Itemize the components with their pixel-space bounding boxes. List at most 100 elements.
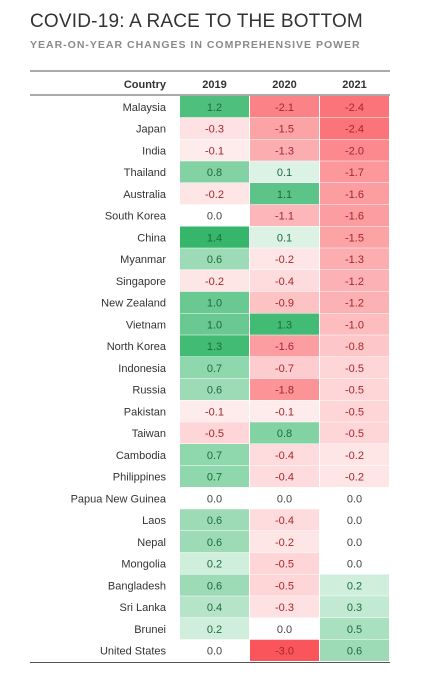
country-label: Papua New Guinea bbox=[71, 493, 167, 505]
chart-title: COVID-19: A RACE TO THE BOTTOM bbox=[30, 11, 363, 32]
heatmap-cell bbox=[180, 226, 249, 248]
cell-value-label: -0.5 bbox=[345, 363, 364, 375]
heatmap-cell bbox=[320, 574, 389, 596]
cell-value-label: -2.1 bbox=[275, 102, 294, 114]
heatmap-cell bbox=[320, 204, 389, 226]
cell-value-label: 0.7 bbox=[207, 363, 222, 375]
cell-value-label: -1.6 bbox=[345, 211, 364, 223]
country-label: Vietnam bbox=[126, 319, 166, 331]
heatmap-cell bbox=[320, 487, 389, 509]
heatmap-cell bbox=[320, 313, 389, 335]
heatmap-cell bbox=[180, 313, 249, 335]
heatmap-cell bbox=[180, 596, 249, 618]
cell-value-label: -1.5 bbox=[275, 124, 294, 136]
country-label: India bbox=[142, 145, 167, 157]
heatmap-cell bbox=[180, 400, 249, 422]
cell-value-label: -0.1 bbox=[205, 145, 224, 157]
cell-value-label: 1.0 bbox=[207, 298, 222, 310]
heatmap-cell bbox=[320, 248, 389, 270]
cell-value-label: -0.2 bbox=[205, 276, 224, 288]
heatmap-cell bbox=[180, 378, 249, 400]
cell-value-label: 0.0 bbox=[347, 559, 362, 571]
cell-value-label: 0.0 bbox=[277, 493, 292, 505]
heatmap-cell bbox=[320, 552, 389, 574]
cell-value-label: -0.2 bbox=[345, 472, 364, 484]
country-label: Taiwan bbox=[132, 428, 166, 440]
cell-value-label: 0.6 bbox=[207, 580, 222, 592]
heatmap-cell bbox=[250, 618, 319, 640]
cell-value-label: 0.0 bbox=[347, 493, 362, 505]
heatmap-cell bbox=[180, 465, 249, 487]
heatmap-cell bbox=[180, 96, 249, 118]
heatmap-cell bbox=[320, 96, 389, 118]
heatmap-cell bbox=[320, 183, 389, 205]
heatmap-cell bbox=[320, 291, 389, 313]
heatmap-cell bbox=[250, 161, 319, 183]
cell-value-label: 0.7 bbox=[207, 472, 222, 484]
cell-value-label: -1.7 bbox=[345, 167, 364, 179]
cell-value-label: 0.5 bbox=[347, 624, 362, 636]
country-label: New Zealand bbox=[101, 298, 166, 310]
heatmap-cell bbox=[180, 422, 249, 444]
heatmap-cell bbox=[180, 509, 249, 531]
heatmap-cell bbox=[320, 335, 389, 357]
cell-value-label: -2.0 bbox=[345, 145, 364, 157]
heatmap-cell bbox=[250, 531, 319, 553]
cell-value-label: 0.2 bbox=[207, 624, 222, 636]
cell-value-label: 0.8 bbox=[207, 167, 222, 179]
cell-value-label: -1.3 bbox=[345, 254, 364, 266]
cell-value-label: -0.5 bbox=[205, 428, 224, 440]
cell-value-label: -0.2 bbox=[345, 450, 364, 462]
cell-value-label: -3.0 bbox=[275, 646, 294, 658]
heatmap-cell bbox=[180, 270, 249, 292]
country-label: South Korea bbox=[105, 211, 167, 223]
cell-value-label: -0.4 bbox=[275, 450, 294, 462]
country-label: Australia bbox=[123, 189, 167, 201]
heatmap-cell bbox=[250, 226, 319, 248]
country-label: Philippines bbox=[113, 472, 167, 484]
cell-value-label: -0.8 bbox=[345, 341, 364, 353]
heatmap-cell bbox=[250, 291, 319, 313]
country-label: Japan bbox=[136, 124, 166, 136]
cell-value-label: -0.2 bbox=[275, 254, 294, 266]
heatmap-cell bbox=[250, 509, 319, 531]
heatmap-cell bbox=[320, 444, 389, 466]
heatmap-cell bbox=[250, 139, 319, 161]
cell-value-label: 1.2 bbox=[207, 102, 222, 114]
heatmap-cell bbox=[320, 639, 389, 661]
cell-value-label: 0.2 bbox=[347, 580, 362, 592]
cell-value-label: -1.1 bbox=[275, 211, 294, 223]
cell-value-label: -1.3 bbox=[275, 145, 294, 157]
cell-value-label: -1.6 bbox=[345, 189, 364, 201]
cell-value-label: 0.0 bbox=[207, 646, 222, 658]
cell-value-label: 0.4 bbox=[207, 602, 222, 614]
country-label: Sri Lanka bbox=[120, 602, 167, 614]
heatmap-cell bbox=[320, 226, 389, 248]
heatmap-cell bbox=[180, 139, 249, 161]
cell-value-label: -0.4 bbox=[275, 515, 294, 527]
cell-value-label: 0.0 bbox=[207, 493, 222, 505]
cell-value-label: -1.0 bbox=[345, 319, 364, 331]
cell-value-label: 0.0 bbox=[207, 211, 222, 223]
country-label: Myanmar bbox=[120, 254, 166, 266]
heatmap-cell bbox=[320, 270, 389, 292]
heatmap-cell bbox=[320, 357, 389, 379]
row-header-label: Country bbox=[124, 79, 167, 91]
heatmap-cell bbox=[180, 117, 249, 139]
heatmap-cell bbox=[250, 378, 319, 400]
heatmap-cell bbox=[320, 378, 389, 400]
cell-value-label: -0.3 bbox=[205, 124, 224, 136]
cell-value-label: -1.6 bbox=[275, 341, 294, 353]
cell-value-label: -0.1 bbox=[275, 406, 294, 418]
heatmap-cell bbox=[180, 531, 249, 553]
heatmap-cell bbox=[250, 422, 319, 444]
cell-value-label: 0.1 bbox=[277, 232, 292, 244]
country-label: Malaysia bbox=[123, 102, 167, 114]
cell-value-label: -0.5 bbox=[275, 559, 294, 571]
heatmap-cell bbox=[180, 291, 249, 313]
cell-value-label: 0.6 bbox=[207, 515, 222, 527]
cell-value-label: -1.2 bbox=[345, 276, 364, 288]
cell-value-label: 0.0 bbox=[347, 537, 362, 549]
heatmap-cell bbox=[250, 552, 319, 574]
